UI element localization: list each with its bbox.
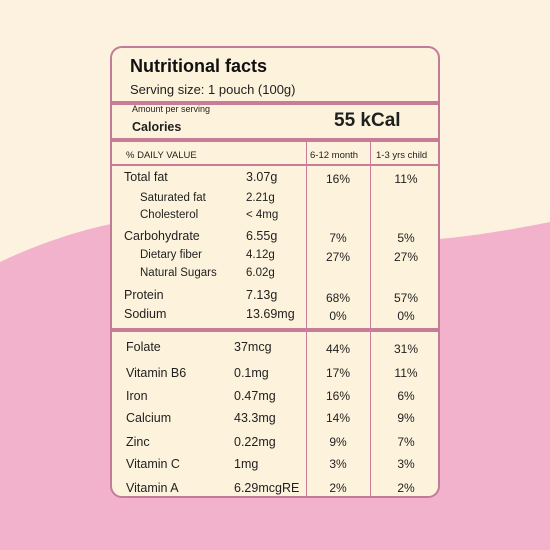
nutrient-name: Protein (124, 288, 164, 302)
header-daily-value: % DAILY VALUE (126, 150, 197, 161)
micronutrient-amount: 0.22mg (234, 435, 276, 449)
micronutrient-name: Zinc (126, 435, 150, 449)
infant-pct: 3% (329, 457, 347, 471)
divider-calories (112, 138, 438, 142)
child-pct: 11% (394, 366, 418, 380)
micronutrient-amount: 1mg (234, 457, 259, 471)
child-pct: 11% (394, 172, 418, 186)
infant-pct: 2% (329, 481, 347, 495)
header-child: 1-3 yrs child (376, 150, 428, 161)
column-divider-left-lower (306, 332, 307, 496)
nutrient-name: Carbohydrate (124, 229, 200, 243)
nutrient-name: Natural Sugars (140, 267, 217, 279)
infant-pct: 9% (329, 435, 347, 449)
nutrient-amount: 7.13g (246, 288, 278, 302)
child-pct: 31% (393, 342, 419, 356)
child-pct: 27% (393, 250, 419, 264)
nutrient-amount: 6.55g (246, 229, 278, 243)
nutrient-amount: 3.07g (246, 170, 278, 184)
child-pct: 3% (397, 457, 415, 471)
infant-pct: 68% (325, 291, 351, 305)
infant-pct: 27% (325, 250, 351, 264)
micronutrient-name: Vitamin A (126, 481, 179, 495)
divider-header (112, 164, 438, 166)
nutrient-amount: 4.12g (246, 249, 275, 261)
nutrient-amount: < 4mg (246, 209, 279, 221)
child-pct: 7% (397, 435, 415, 449)
micronutrient-amount: 43.3mg (234, 411, 276, 425)
child-pct: 9% (397, 411, 415, 425)
infant-pct: 44% (325, 342, 351, 356)
nutrient-amount: 13.69mg (246, 307, 295, 321)
amount-per-serving: Amount per serving (132, 104, 211, 114)
infant-pct: 0% (329, 309, 347, 323)
column-divider-left (306, 142, 307, 328)
nutrient-name: Dietary fiber (140, 249, 202, 261)
infant-pct: 7% (329, 231, 347, 245)
nutrient-name: Total fat (124, 170, 168, 184)
serving-size: Serving size: 1 pouch (100g) (130, 82, 296, 97)
header-infant: 6-12 month (310, 150, 359, 161)
micronutrient-name: Vitamin C (126, 457, 180, 471)
nutrient-name: Sodium (124, 307, 167, 321)
nutrient-amount: 2.21g (246, 192, 275, 204)
column-divider-right (370, 142, 371, 328)
divider-micronutrients (112, 328, 438, 332)
child-pct: 5% (397, 231, 415, 245)
infant-pct: 16% (325, 172, 351, 186)
micronutrient-name: Vitamin B6 (126, 366, 187, 380)
micronutrient-amount: 37mcg (234, 340, 272, 354)
micronutrient-name: Calcium (126, 411, 172, 425)
child-pct: 6% (397, 389, 415, 403)
calories-value: 55 kCal (334, 110, 401, 131)
divider-top (112, 101, 438, 105)
nutrient-amount: 6.02g (246, 267, 275, 279)
calories-label: Calories (132, 120, 182, 134)
micronutrient-amount: 0.1mg (234, 366, 269, 380)
child-pct: 2% (397, 481, 415, 495)
micronutrient-amount: 0.47mg (234, 389, 276, 403)
child-pct: 0% (397, 309, 415, 323)
nutrient-name: Cholesterol (140, 209, 199, 221)
panel-title: Nutritional facts (130, 56, 268, 76)
column-divider-right-lower (370, 332, 371, 496)
infant-pct: 14% (325, 411, 351, 425)
nutrition-facts-panel: Nutritional facts Serving size: 1 pouch … (110, 46, 440, 498)
micronutrient-name: Iron (126, 389, 148, 403)
infant-pct: 16% (325, 389, 351, 403)
infant-pct: 17% (325, 366, 351, 380)
micronutrient-amount: 6.29mcgRE (234, 481, 300, 495)
micronutrient-name: Folate (126, 340, 161, 354)
child-pct: 57% (393, 291, 419, 305)
nutrient-name: Saturated fat (140, 192, 206, 204)
